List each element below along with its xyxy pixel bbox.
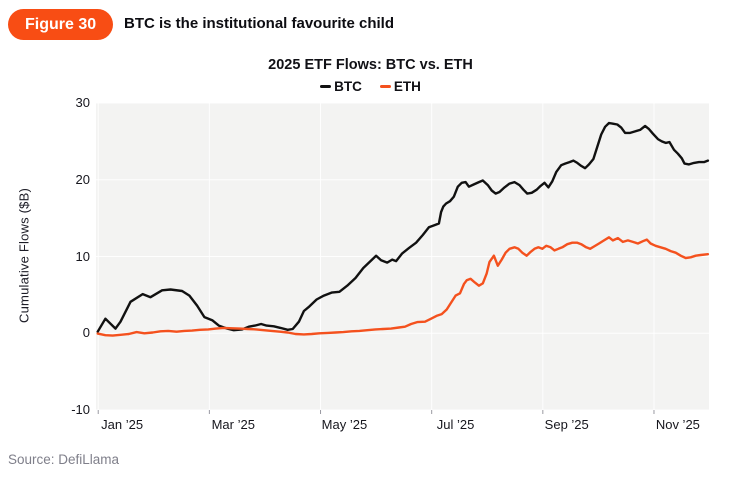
y-axis-label: Cumulative Flows ($B) [16, 188, 32, 323]
btc-line [96, 121, 710, 333]
eth-line [96, 236, 710, 337]
figure-title: BTC is the institutional favourite child [124, 15, 395, 32]
legend-item-btc: BTC [320, 79, 362, 94]
legend-label-eth: ETH [393, 79, 421, 94]
legend-label-btc: BTC [334, 79, 362, 94]
source-text: Source: DefiLlama [8, 452, 120, 467]
chart-legend: BTC ETH [0, 79, 741, 94]
legend-item-eth: ETH [379, 79, 421, 94]
chart-title: 2025 ETF Flows: BTC vs. ETH [268, 57, 473, 73]
btc-legend-dash-icon [320, 85, 332, 88]
eth-legend-dash-icon [379, 85, 391, 88]
figure-badge: Figure 30 [8, 9, 114, 40]
